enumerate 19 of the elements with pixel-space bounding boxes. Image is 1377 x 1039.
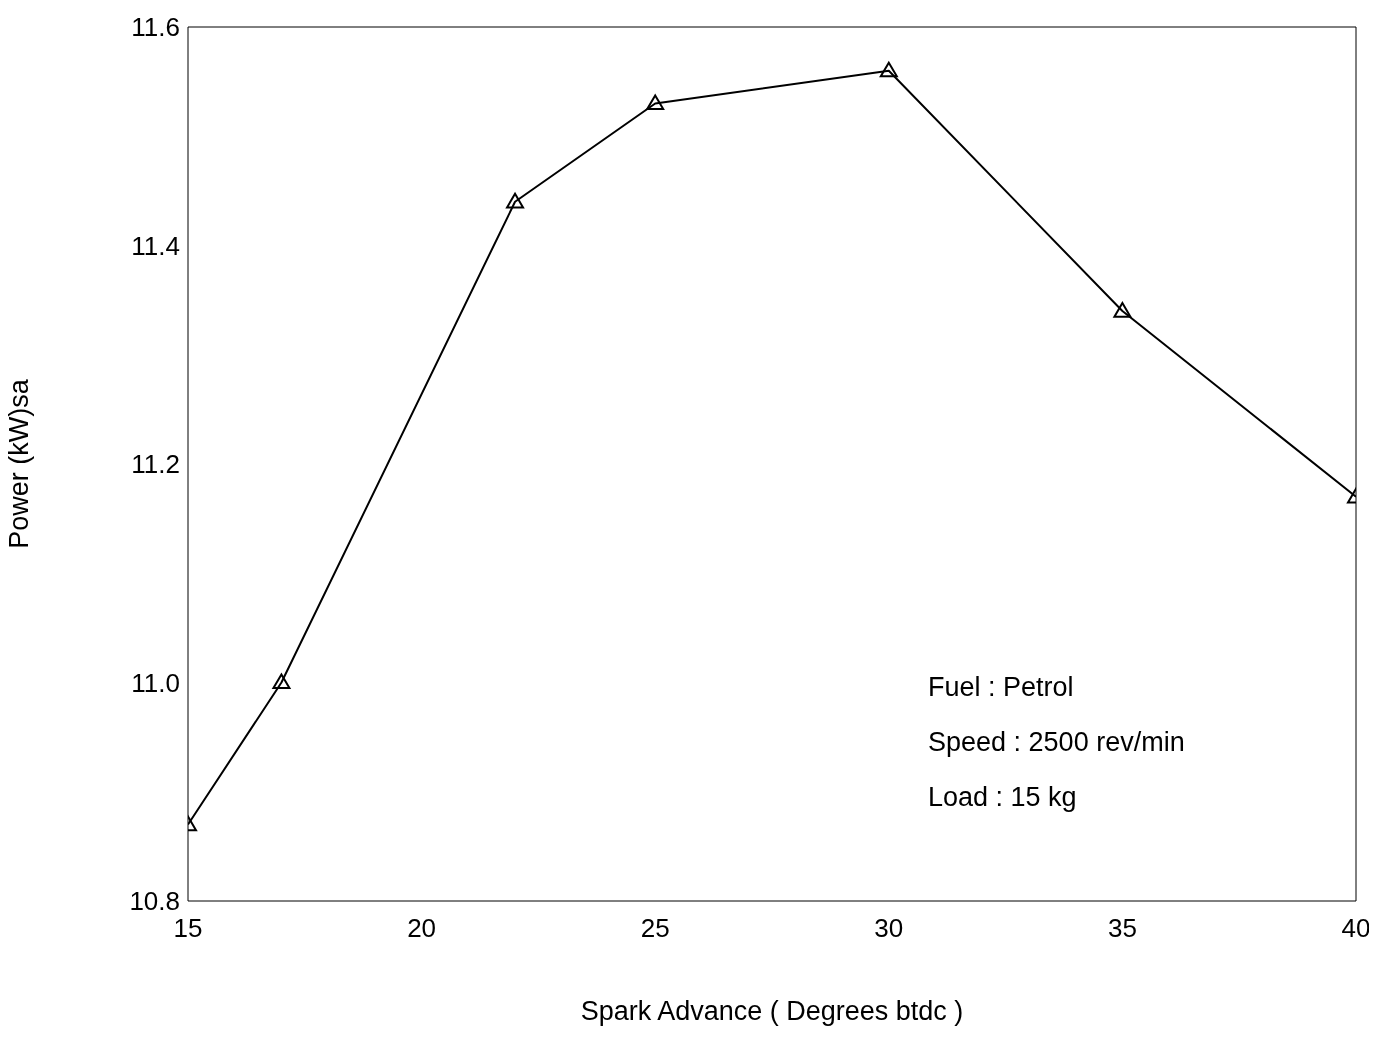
y-tick-label: 11.2 [131,449,180,480]
x-tick-label: 30 [874,913,904,944]
x-tick-label: 20 [407,913,437,944]
x-tick-label: 25 [640,913,670,944]
y-axis-title: Power (kW)sa [3,378,34,549]
x-axis-title: Spark Advance ( Degrees btdc ) [580,996,964,1027]
point [1113,302,1132,318]
y-tick-label: 11.4 [131,230,180,261]
x-tick-label: 40 [1341,913,1371,944]
x-tick-label: 35 [1107,913,1137,944]
point [272,673,291,690]
y-tick-label: 11.0 [131,667,180,698]
annotation: Speed : 2500 rev/min [928,726,1185,759]
annotation: Load : 15 kg [928,781,1078,814]
annotation: Fuel : Petrol [928,671,1075,704]
y-tick-label: 11.6 [131,12,180,43]
point [879,61,898,78]
point [646,94,665,111]
point [506,192,525,209]
